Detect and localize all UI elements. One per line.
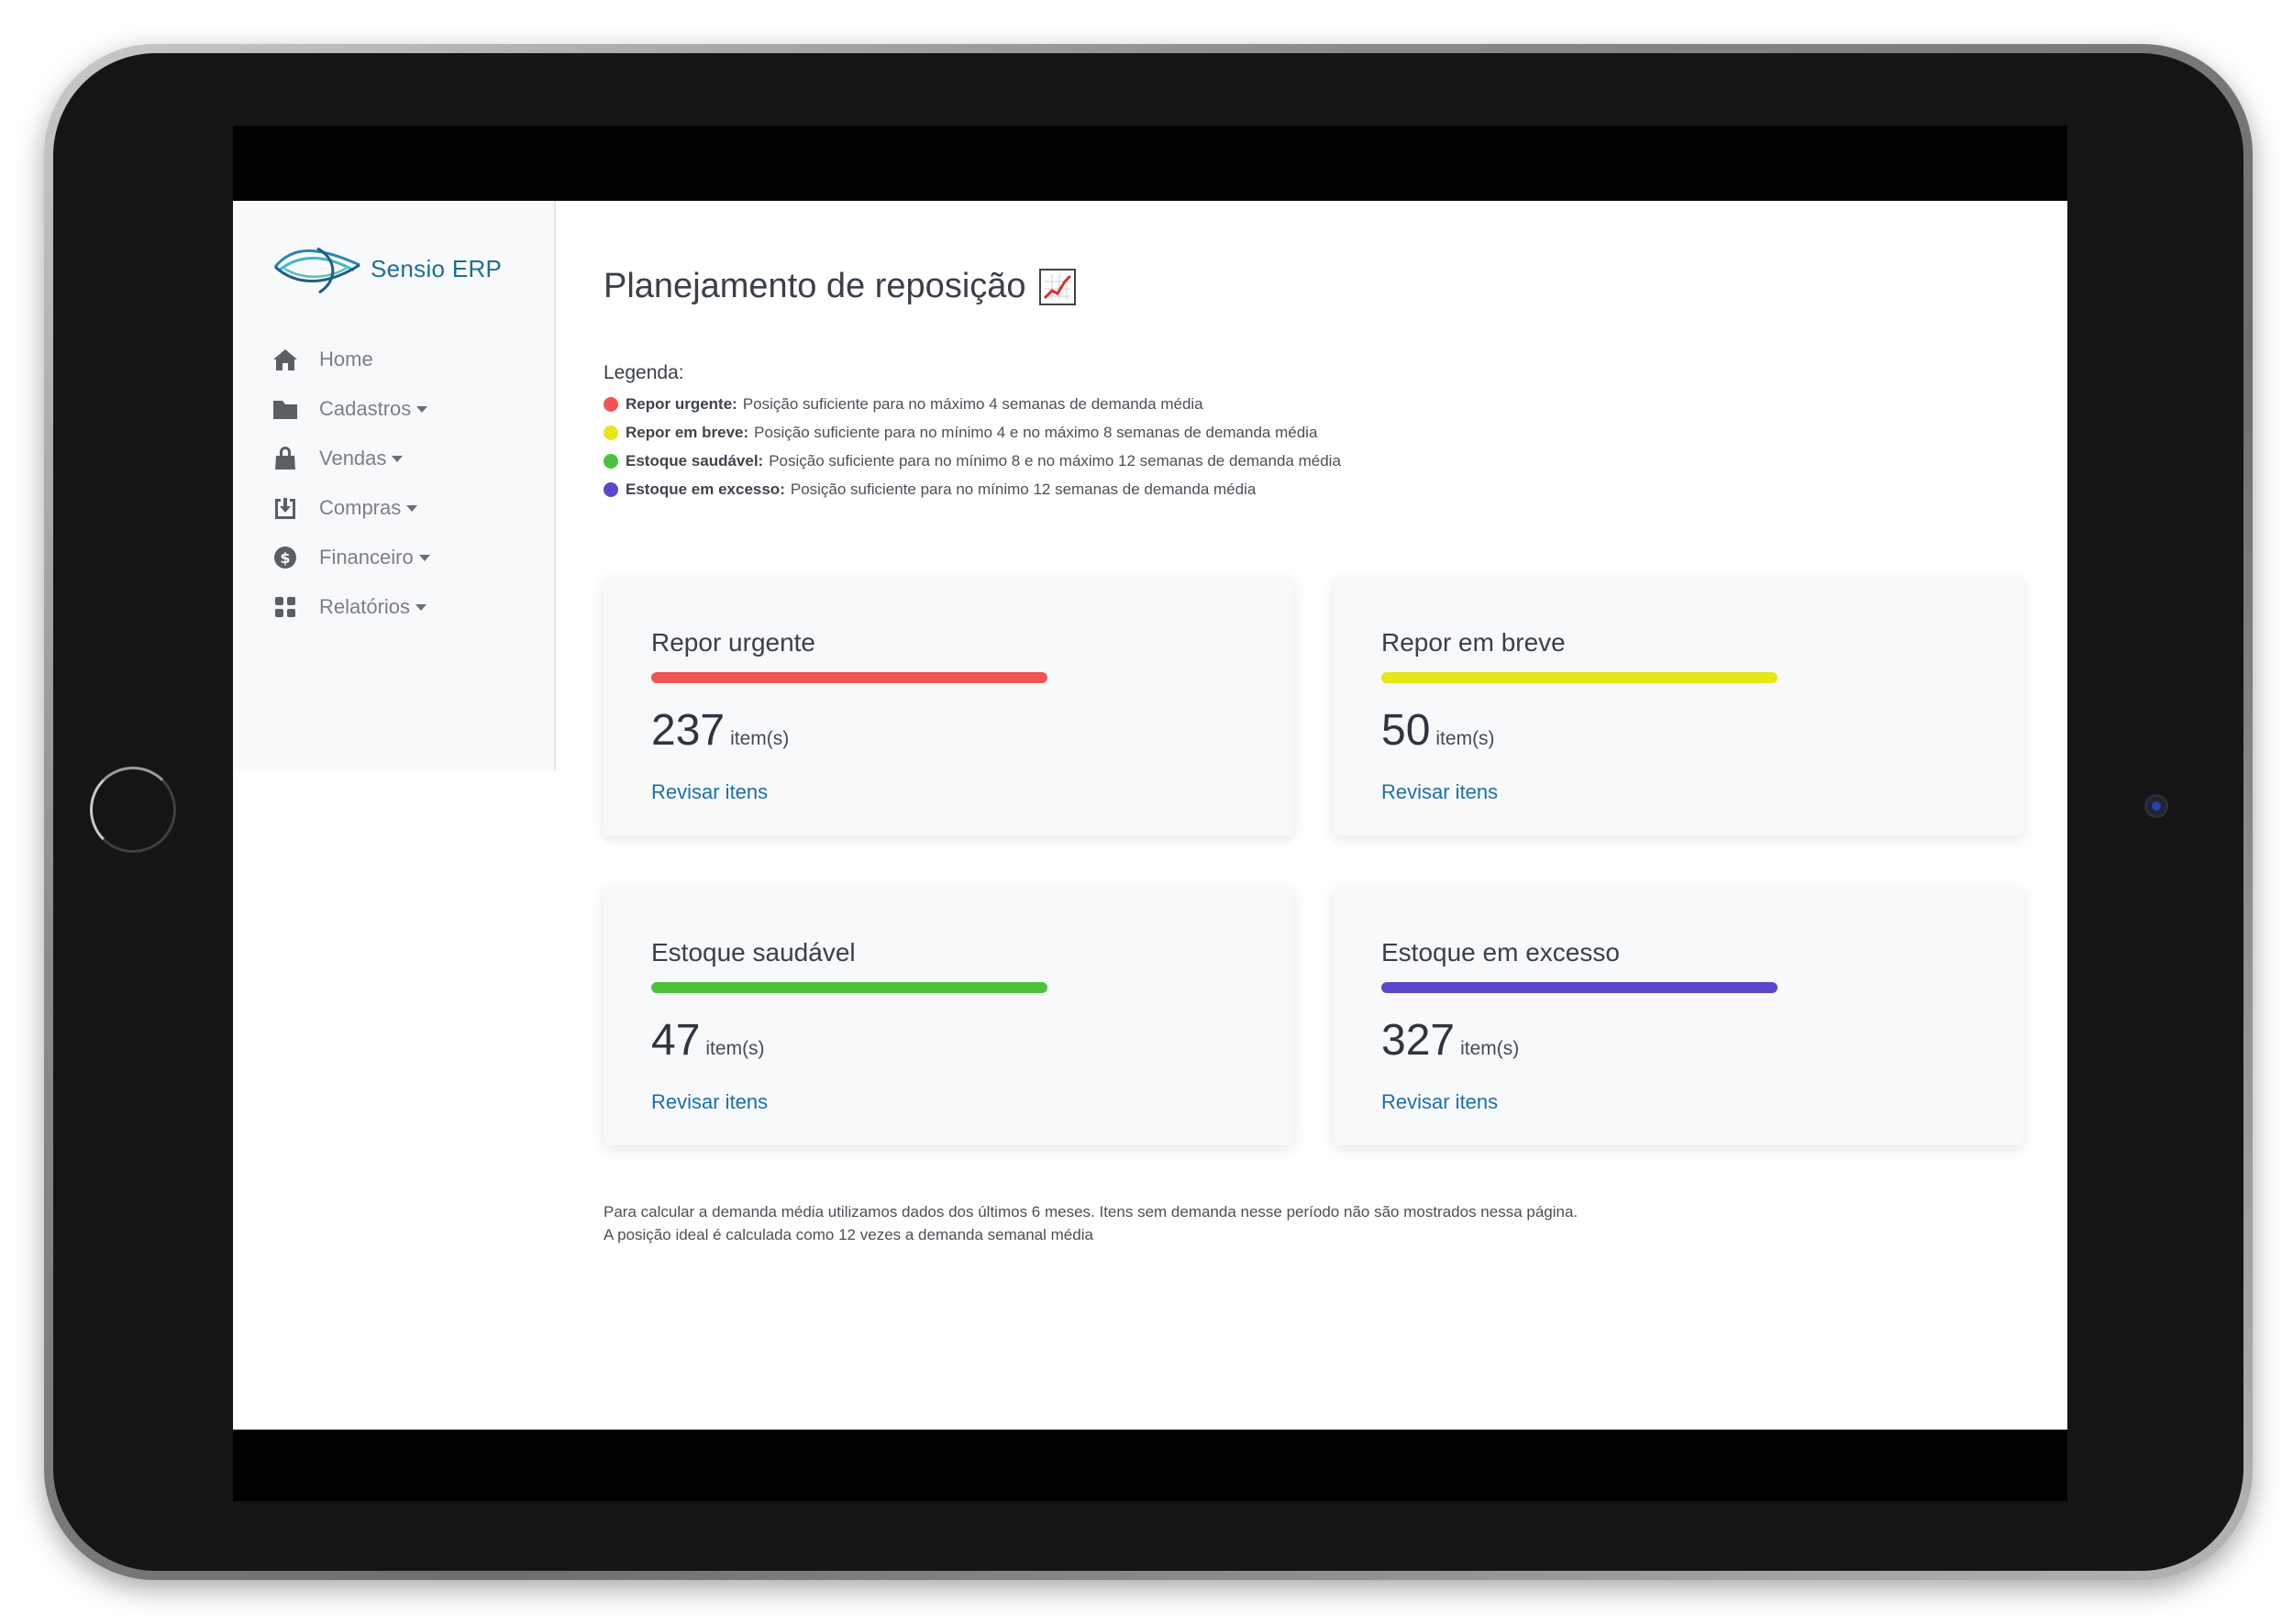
sidebar-item-label: Home [319, 348, 373, 370]
yellow-dot-icon [604, 425, 618, 440]
legend: Legenda: Repor urgente: Posição suficien… [604, 362, 1341, 503]
green-dot-icon [604, 453, 618, 469]
brand[interactable]: Sensio ERP [271, 239, 502, 298]
red-dot-icon [604, 396, 618, 412]
page-title: Planejamento de reposição [604, 267, 1076, 306]
legend-text: Posição suficiente para no mínimo 8 e no… [769, 451, 1341, 470]
item-count: 237 [651, 706, 726, 755]
brand-name: Sensio ERP [371, 254, 503, 282]
app-window: Sensio ERP Home Cadastros [233, 201, 2067, 1430]
card-color-bar [651, 982, 1047, 993]
item-unit: item(s) [1435, 728, 1495, 749]
legend-item-repor-urgente: Repor urgente: Posição suficiente para n… [604, 390, 1341, 418]
legend-item-repor-em-breve: Repor em breve: Posição suficiente para … [604, 418, 1341, 447]
legend-item-estoque-saudavel: Estoque saudável: Posição suficiente par… [604, 447, 1341, 475]
item-count: 47 [651, 1016, 701, 1065]
review-items-link[interactable]: Revisar itens [651, 1090, 769, 1113]
home-button[interactable] [90, 767, 176, 853]
sidebar-item-label: Relatórios [319, 595, 411, 618]
folder-icon [270, 395, 301, 423]
bag-icon [270, 445, 301, 472]
legend-term: Estoque em excesso: [626, 480, 785, 498]
legend-item-estoque-em-excesso: Estoque em excesso: Posição suficiente p… [604, 475, 1341, 503]
download-box-icon [270, 494, 301, 522]
item-unit: item(s) [705, 1038, 765, 1059]
camera-icon [2144, 794, 2168, 818]
card-count: 47 item(s) [651, 1015, 765, 1066]
legend-title: Legenda: [604, 362, 684, 383]
home-icon [270, 346, 301, 373]
card-repor-em-breve: Repor em breve 50 item(s) Revisar itens [1334, 577, 2023, 835]
grid-icon [270, 593, 301, 621]
review-items-link[interactable]: Revisar itens [651, 780, 769, 803]
chevron-down-icon [418, 554, 430, 561]
sidebar: Sensio ERP Home Cadastros [233, 201, 556, 771]
legend-term: Repor em breve: [626, 423, 749, 441]
footnote: Para calcular a demanda média utilizamos… [604, 1200, 1578, 1246]
card-color-bar [1381, 982, 1778, 993]
legend-text: Posição suficiente para no mínimo 4 e no… [754, 423, 1318, 441]
review-items-link[interactable]: Revisar itens [1381, 780, 1499, 803]
dollar-circle-icon: $ [270, 544, 301, 571]
card-count: 327 item(s) [1381, 1015, 1519, 1066]
page-title-text: Planejamento de reposição [604, 267, 1026, 305]
card-title: Repor urgente [651, 628, 816, 657]
card-color-bar [1381, 672, 1778, 683]
card-count: 50 item(s) [1381, 705, 1495, 756]
card-estoque-em-excesso: Estoque em excesso 327 item(s) Revisar it… [1334, 887, 2023, 1145]
chevron-down-icon [406, 504, 418, 512]
item-unit: item(s) [1460, 1038, 1520, 1059]
card-estoque-saudavel: Estoque saudável 47 item(s) Revisar itens [604, 887, 1293, 1145]
sidebar-item-compras[interactable]: Compras [270, 483, 430, 533]
sidebar-item-home[interactable]: Home [270, 335, 430, 384]
chart-increasing-icon [1038, 268, 1076, 305]
svg-text:$: $ [280, 549, 290, 567]
chevron-down-icon [392, 455, 404, 462]
chevron-down-icon [416, 405, 428, 413]
review-items-link[interactable]: Revisar itens [1381, 1090, 1499, 1113]
card-title: Estoque em excesso [1381, 938, 1620, 967]
sidebar-item-label: Vendas [319, 447, 387, 470]
purple-dot-icon [604, 481, 618, 497]
item-unit: item(s) [730, 728, 790, 749]
item-count: 327 [1381, 1016, 1456, 1065]
legend-term: Estoque saudável: [626, 451, 764, 470]
legend-text: Posição suficiente para no máximo 4 sema… [742, 394, 1203, 413]
item-count: 50 [1381, 706, 1431, 755]
card-repor-urgente: Repor urgente 237 item(s) Revisar itens [604, 577, 1293, 835]
legend-text: Posição suficiente para no mínimo 12 sem… [790, 480, 1257, 498]
sensio-logo-icon [273, 247, 360, 294]
sidebar-item-relatorios[interactable]: Relatórios [270, 582, 430, 632]
footnote-line: Para calcular a demanda média utilizamos… [604, 1203, 1579, 1221]
footnote-line: A posição ideal é calculada como 12 veze… [604, 1226, 1093, 1243]
sidebar-item-label: Financeiro [319, 546, 414, 569]
card-title: Estoque saudável [651, 938, 856, 967]
card-count: 237 item(s) [651, 705, 789, 756]
legend-term: Repor urgente: [626, 394, 737, 413]
sidebar-nav: Home Cadastros Vendas [270, 335, 430, 632]
chevron-down-icon [415, 603, 427, 611]
sidebar-item-label: Cadastros [319, 397, 412, 420]
card-color-bar [651, 672, 1047, 683]
sidebar-item-financeiro[interactable]: $ Financeiro [270, 533, 430, 582]
sidebar-item-cadastros[interactable]: Cadastros [270, 384, 430, 434]
sidebar-item-label: Compras [319, 496, 402, 519]
card-title: Repor em breve [1381, 628, 1566, 657]
sidebar-item-vendas[interactable]: Vendas [270, 434, 430, 483]
screen: Sensio ERP Home Cadastros [233, 126, 2067, 1501]
